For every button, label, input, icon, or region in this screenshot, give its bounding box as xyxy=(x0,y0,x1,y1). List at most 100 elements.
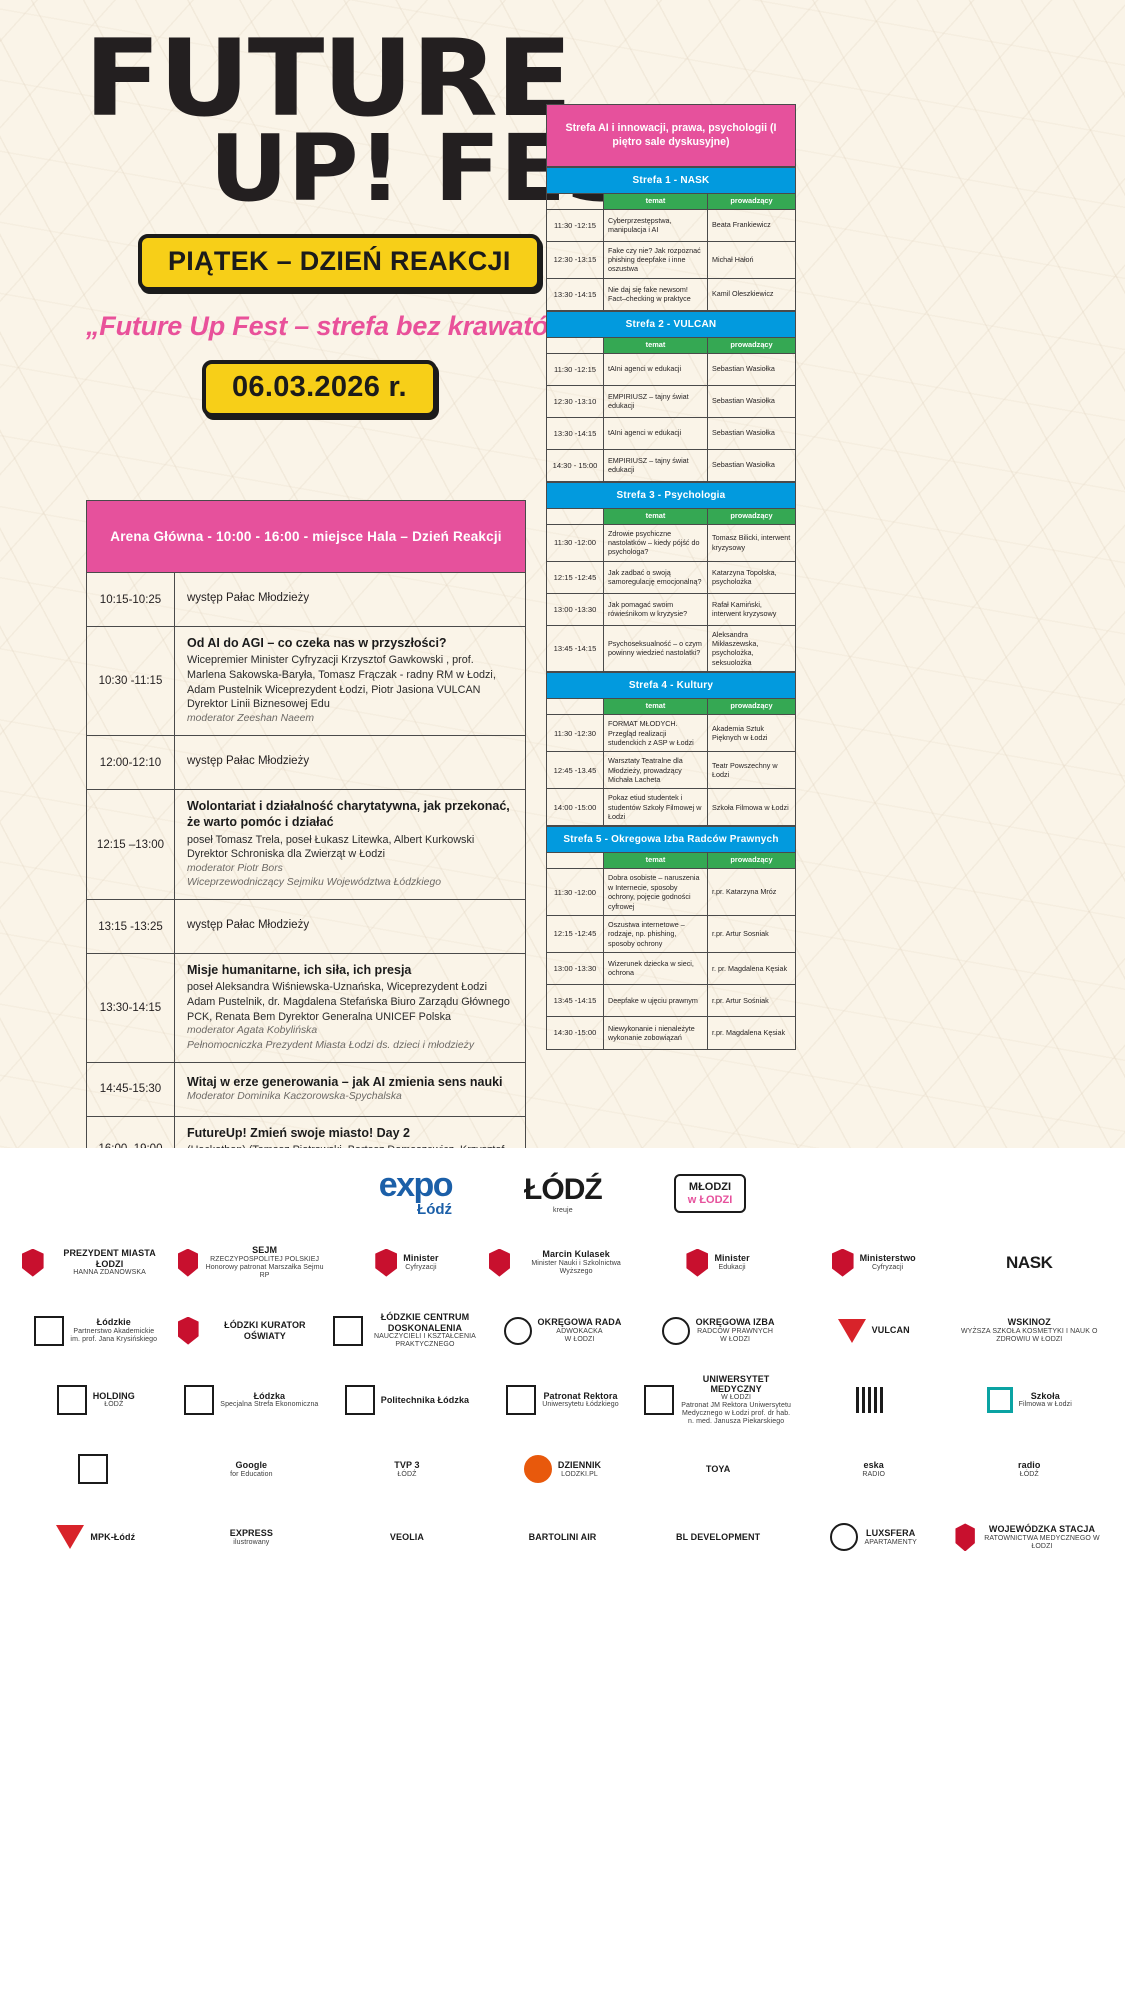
logo-line1: PREZYDENT MIASTA ŁODZI xyxy=(63,1248,156,1269)
logo-line2: APARTAMENTY xyxy=(864,1538,917,1546)
zone-row-time: 13:00 -13:30 xyxy=(547,593,604,625)
logo-line2: for Education xyxy=(230,1470,273,1478)
zone-row: 13:45 -14:15 Psychoseksualność – o czym p… xyxy=(547,625,795,673)
logo-line3: W ŁODZI xyxy=(564,1335,595,1343)
lodz-wordmark: ŁÓDŹ xyxy=(524,1172,603,1206)
arena-row-time: 10:15-10:25 xyxy=(87,573,175,626)
logo-row: Minister Edukacji xyxy=(686,1248,750,1277)
piano-bars-icon xyxy=(855,1387,886,1414)
logo-row: NASK xyxy=(1006,1253,1053,1273)
zones-header: Strefa AI i innowacji, prawa, psychologi… xyxy=(547,105,795,167)
lodz-sub: kreuje xyxy=(553,1206,573,1214)
logo-text: WOJEWÓDZKA STACJA RATOWNICTWA MEDYCZNEGO … xyxy=(981,1524,1103,1550)
arena-row-moderator: moderator Piotr Bors xyxy=(187,862,283,874)
zone-row-speaker: r.pr. Artur Sosniak xyxy=(712,929,769,939)
logo-line3: Patronat JM Rektora Uniwersytetu Medyczn… xyxy=(681,1402,791,1426)
wskinoz: WSKINOZ WYŻSZA SZKOŁA KOSMETYKI I NAUK O … xyxy=(951,1300,1107,1362)
zone-row-time: 11:30 -12:15 xyxy=(547,209,604,241)
logo-text: BARTOLINI AIR xyxy=(529,1532,597,1542)
dziennik-lodzki: DZIENNIK LODZKI.PL xyxy=(485,1438,641,1500)
arena-row: 10:30 -11:15 Od AI do AGI – co czeka nas … xyxy=(87,627,525,737)
logo-text: EXPRESS ilustrowany xyxy=(230,1528,273,1546)
zone-col-topic: temat xyxy=(604,508,708,524)
google-for-education: Google for Education xyxy=(174,1438,330,1500)
logo-line2: ŁÓDŹ xyxy=(1019,1470,1039,1478)
zone-row-topic: tAIni agenci w edukacji xyxy=(604,417,708,449)
zone-col-time-spacer xyxy=(547,853,604,869)
lodzka-specjalna-strefa-ekonomiczna: Łódzka Specjalna Strefa Ekonomiczna xyxy=(174,1369,330,1431)
logo-row: eska RADIO xyxy=(862,1460,885,1478)
zone-col-time-spacer xyxy=(547,337,604,353)
zone-row-speaker: Michał Hałoń xyxy=(712,254,754,264)
zone-row: 11:30 -12:00 Zdrowie psychiczne nastolatk… xyxy=(547,524,795,562)
holding-lodz: HOLDING ŁÓDŹ xyxy=(18,1369,174,1431)
arena-row-body: Wolontariat i działalność charytatywna, … xyxy=(175,790,525,899)
logo-line2: Specjalna Strefa Ekonomiczna xyxy=(220,1401,319,1409)
logo-row: Ministerstwo Cyfryzacji xyxy=(831,1248,916,1277)
logo-line1: Łódzka xyxy=(253,1390,286,1401)
logo-row: TOYA xyxy=(706,1464,730,1474)
uniwersytet-medyczny-lodz: UNIWERSYTET MEDYCZNY W ŁODZI Patronat JM R… xyxy=(640,1368,796,1433)
logo-line1: TOYA xyxy=(705,1464,731,1475)
arena-row-body: występ Pałac Młodzieży xyxy=(175,736,525,789)
logo-line1: VEOLIA xyxy=(389,1532,424,1543)
logo-row: OKRĘGOWA IZBA RADCÓW PRAWNYCH W ŁODZI xyxy=(661,1316,775,1345)
mpk-lodz: MPK-Łódź xyxy=(18,1506,174,1568)
arena-row-description: poseł Tomasz Trela, poseł Łukasz Litewka… xyxy=(187,833,475,861)
logo-text: Marcin Kulasek Minister Nauki i Szkolnict… xyxy=(516,1249,636,1275)
logo-mark-icon xyxy=(184,1385,215,1416)
circle-emblem-icon xyxy=(661,1316,690,1345)
zone-row-topic: Cyberprzestępstwa, manipulacja i AI xyxy=(604,209,708,241)
rounded-square-icon xyxy=(986,1387,1013,1414)
logo-line3: Honorowy patronat Marszałka Sejmu RP xyxy=(205,1263,324,1279)
zone-row-speaker: Sebastian Wasiołka xyxy=(712,396,775,406)
logo-row: OKRĘGOWA RADA ADWOKACKA W ŁODZI xyxy=(503,1316,622,1345)
logo-line2: Minister Nauki i Szkolnictwa Wyższego xyxy=(531,1259,621,1275)
logo-line1: LUXSFERA xyxy=(866,1528,916,1539)
logo-line1: Ministerstwo xyxy=(859,1253,916,1264)
wojewodzka-stacja-ratownictwa: WOJEWÓDZKA STACJA RATOWNICTWA MEDYCZNEGO … xyxy=(951,1506,1107,1568)
triangle-icon xyxy=(837,1318,866,1343)
logo-row: WOJEWÓDZKA STACJA RATOWNICTWA MEDYCZNEGO … xyxy=(955,1523,1103,1552)
marcin-kulasek: Marcin Kulasek Minister Nauki i Szkolnict… xyxy=(485,1232,641,1294)
zone-row-speaker: Sebastian Wasiołka xyxy=(712,364,775,374)
logo-row xyxy=(77,1454,114,1485)
logo-line1: MPK-Łódź xyxy=(90,1532,136,1543)
logo-line1: Google xyxy=(235,1460,268,1471)
radio-eska: eska RADIO xyxy=(796,1438,952,1500)
logo-row: EXPRESS ilustrowany xyxy=(230,1528,273,1546)
logo-text: MPK-Łódź xyxy=(90,1532,135,1542)
sponsors-row: Łódzkie Partnerstwo Akademickie im. prof. … xyxy=(18,1300,1107,1362)
logo-row: Google for Education xyxy=(230,1460,273,1478)
logo-line3: W ŁODZI xyxy=(720,1335,751,1343)
express-ilustrowany: EXPRESS ilustrowany xyxy=(174,1506,330,1568)
logo-text: UNIWERSYTET MEDYCZNY W ŁODZI Patronat JM R… xyxy=(680,1374,792,1427)
arena-row-moderator: moderator Agata Kobylińska xyxy=(187,1025,318,1037)
logo-text: OKRĘGOWA RADA ADWOKACKA W ŁODZI xyxy=(538,1317,622,1343)
logo-row: Łódzka Specjalna Strefa Ekonomiczna xyxy=(184,1385,319,1416)
arena-row-body: Od AI do AGI – co czeka nas w przyszłośc… xyxy=(175,627,525,735)
eagle-crest-icon xyxy=(177,1248,199,1277)
logo-line1: OKRĘGOWA RADA xyxy=(537,1317,622,1328)
logo-row: TVP 3 ŁÓDŹ xyxy=(394,1460,419,1478)
logo-line2: W ŁODZI xyxy=(721,1394,752,1402)
zone-row-topic: Dobra osobiste – naruszenia w Internecie… xyxy=(604,869,708,915)
logo-row: UNIWERSYTET MEDYCZNY W ŁODZI Patronat JM R… xyxy=(644,1374,792,1427)
radio-lodz: radio ŁÓDŹ xyxy=(951,1438,1107,1500)
zone-row: 12:30 -13:15 Fake czy nie? Jak rozpoznać … xyxy=(547,241,795,279)
zones-schedule-table: Strefa AI i innowacji, prawa, psychologi… xyxy=(546,104,796,1050)
logo-row: VEOLIA xyxy=(390,1532,424,1542)
arena-row: 14:45-15:30 Witaj w erze generowania – ja… xyxy=(87,1062,525,1117)
logo-text: Szkoła Filmowa w Łodzi xyxy=(1019,1391,1072,1409)
arena-row-plain: występ Pałac Młodzieży xyxy=(187,919,310,932)
logo-line1: OKRĘGOWA IZBA xyxy=(695,1317,775,1328)
logo-row: LUXSFERA APARTAMENTY xyxy=(830,1523,917,1552)
arena-row-moderator: Moderator Dominika Kaczorowska-Spychalsk… xyxy=(187,1090,402,1102)
prezydent-miasta-lodzi: PREZYDENT MIASTA ŁODZI HANNA ZDANOWSKA xyxy=(18,1232,174,1294)
zone-row-time: 12:30 -13:15 xyxy=(547,241,604,278)
zone-row-time: 13:45 -14:15 xyxy=(547,625,604,672)
ministerstwo-cyfryzacji: Ministerstwo Cyfryzacji xyxy=(796,1232,952,1294)
expo-sub: Łódź xyxy=(417,1200,453,1218)
logo-line1: NASK xyxy=(1005,1252,1053,1272)
logo-text: radio ŁÓDŹ xyxy=(1018,1460,1041,1478)
